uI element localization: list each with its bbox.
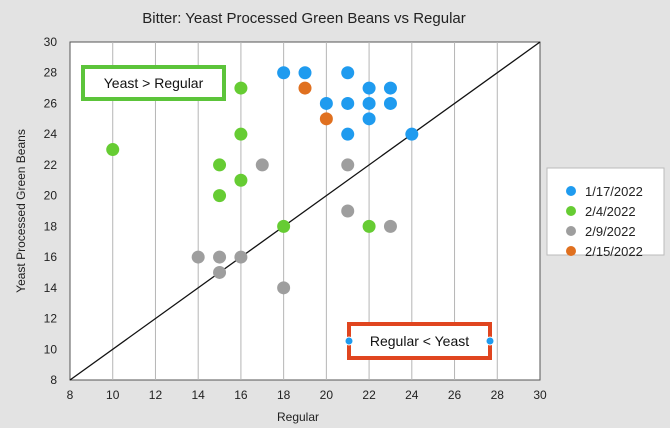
legend-marker — [566, 186, 576, 196]
data-point — [213, 158, 227, 172]
annotation-yeast-greater: Yeast > Regular — [81, 65, 226, 101]
y-tick-label: 26 — [44, 96, 58, 110]
data-point — [106, 143, 120, 157]
x-tick-label: 18 — [277, 388, 291, 402]
y-tick-label: 28 — [44, 66, 58, 80]
data-point — [362, 96, 376, 110]
legend-label: 2/9/2022 — [585, 224, 636, 239]
data-point — [341, 66, 355, 80]
legend-marker — [566, 226, 576, 236]
data-point — [319, 112, 333, 126]
data-point — [298, 66, 312, 80]
x-tick-label: 12 — [149, 388, 163, 402]
x-tick-label: 22 — [362, 388, 376, 402]
legend-label: 2/4/2022 — [585, 204, 636, 219]
legend-label: 2/15/2022 — [585, 244, 643, 259]
y-tick-label: 8 — [50, 373, 57, 387]
data-point — [341, 96, 355, 110]
annotation-handle — [344, 336, 354, 346]
reference-line — [69, 41, 541, 381]
y-tick-label: 24 — [44, 127, 58, 141]
data-point — [213, 189, 227, 203]
data-point — [277, 66, 291, 80]
x-axis-label: Regular — [277, 410, 319, 424]
data-point — [362, 112, 376, 126]
data-point — [234, 250, 248, 264]
x-tick-label: 26 — [448, 388, 462, 402]
y-tick-labels: 8 10 12 14 16 18 20 22 24 26 28 30 — [44, 35, 58, 387]
y-tick-label: 20 — [44, 189, 58, 203]
y-axis-label: Yeast Processed Green Beans — [14, 129, 28, 293]
x-tick-label: 16 — [234, 388, 248, 402]
x-tick-label: 20 — [320, 388, 334, 402]
y-tick-label: 16 — [44, 250, 58, 264]
data-point — [277, 219, 291, 233]
x-tick-label: 14 — [192, 388, 206, 402]
data-point — [213, 250, 227, 264]
x-tick-label: 8 — [67, 388, 74, 402]
data-point — [341, 158, 355, 172]
y-tick-label: 22 — [44, 158, 58, 172]
data-point — [405, 127, 419, 141]
data-point — [383, 96, 397, 110]
y-tick-label: 14 — [44, 281, 58, 295]
y-tick-label: 30 — [44, 35, 58, 49]
legend-marker — [566, 246, 576, 256]
data-point — [255, 158, 269, 172]
legend-marker — [566, 206, 576, 216]
legend-label: 1/17/2022 — [585, 184, 643, 199]
data-point — [341, 127, 355, 141]
data-point — [341, 204, 355, 218]
data-point — [277, 281, 291, 295]
data-point — [191, 250, 205, 264]
data-point — [362, 81, 376, 95]
x-tick-label: 30 — [533, 388, 547, 402]
annotation-box — [81, 65, 226, 101]
y-tick-label: 10 — [44, 342, 58, 356]
legend: 1/17/2022 2/4/2022 2/9/2022 2/15/2022 — [546, 167, 665, 259]
data-point — [383, 219, 397, 233]
annotation-handle — [485, 336, 495, 346]
data-point — [383, 81, 397, 95]
x-tick-label: 10 — [106, 388, 120, 402]
y-tick-label: 18 — [44, 219, 58, 233]
data-point — [319, 96, 333, 110]
data-point — [298, 81, 312, 95]
annotation-label: Regular < Yeast — [370, 333, 469, 349]
data-point — [234, 127, 248, 141]
data-point — [213, 265, 227, 279]
annotation-label: Yeast > Regular — [104, 75, 204, 91]
data-point — [234, 81, 248, 95]
chart-title: Bitter: Yeast Processed Green Beans vs R… — [142, 10, 466, 27]
x-tick-label: 24 — [405, 388, 419, 402]
data-points — [106, 66, 419, 295]
annotation-regular-less: Regular < Yeast — [344, 322, 495, 360]
x-tick-labels: 8 10 12 14 16 18 20 22 24 26 28 30 — [67, 388, 547, 402]
data-point — [234, 173, 248, 187]
y-tick-label: 12 — [44, 312, 58, 326]
data-point — [362, 219, 376, 233]
x-tick-label: 28 — [491, 388, 505, 402]
